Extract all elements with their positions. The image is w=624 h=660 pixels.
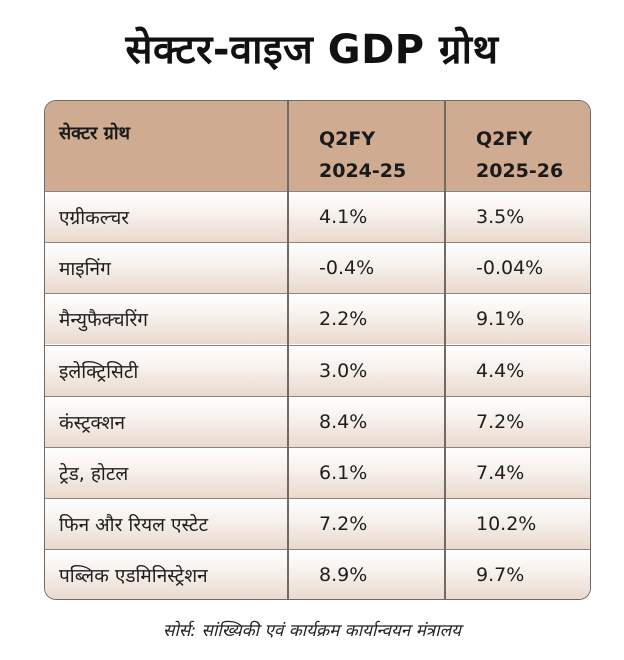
page-title: सेक्टर-वाइज GDP ग्रोथ xyxy=(125,27,499,73)
q2fy-2025-26-cell: 9.7% xyxy=(476,564,525,587)
sector-cell: कंस्ट्रक्शन xyxy=(59,411,126,434)
q2fy-2024-25-cell: 6.1% xyxy=(319,462,368,484)
q2fy-2024-25-cell: 4.1% xyxy=(319,206,368,228)
table-row: कंस्ट्रक्शन 8.4% 7.2% xyxy=(45,395,590,447)
sector-cell: पब्लिक एडमिनिस्ट्रेशन xyxy=(59,565,208,588)
table-row: माइनिंग -0.4% -0.04% xyxy=(45,242,590,294)
table-header-row: सेक्टर ग्रोथ Q2FY 2024-25 Q2FY 2025-26 xyxy=(45,101,590,191)
q2fy-2024-25-cell: 2.2% xyxy=(319,308,368,331)
q2fy-2024-25-cell: 8.9% xyxy=(319,564,368,587)
q2fy-2024-25-cell: 3.0% xyxy=(319,359,368,382)
q2fy-2025-26-cell: 3.5% xyxy=(476,206,525,228)
header-q2fy-2025-26: Q2FY 2025-26 xyxy=(444,101,590,191)
column-divider xyxy=(287,101,289,599)
header-q2fy-2024-25-line1: Q2FY xyxy=(319,128,376,150)
q2fy-2025-26-cell: -0.04% xyxy=(476,257,544,280)
q2fy-2025-26-cell: 7.2% xyxy=(476,410,525,433)
header-q2fy-2024-25: Q2FY 2024-25 xyxy=(287,101,444,191)
sector-cell: मैन्युफैक्चरिंग xyxy=(59,309,148,332)
q2fy-2025-26-cell: 4.4% xyxy=(476,359,525,382)
table-row: ट्रेड, होटल 6.1% 7.4% xyxy=(45,447,590,498)
header-sector: सेक्टर ग्रोथ xyxy=(59,123,130,144)
header-q2fy-2024-25-line2: 2024-25 xyxy=(319,160,407,182)
sector-cell: माइनिंग xyxy=(59,258,111,281)
sector-cell: फिन और रियल एस्टेट xyxy=(59,514,209,537)
column-divider xyxy=(444,101,446,599)
q2fy-2024-25-cell: -0.4% xyxy=(319,257,375,280)
table-row: इलेक्ट्रिसिटी 3.0% 4.4% xyxy=(45,344,590,396)
source-note: सोर्स: सांख्यिकी एवं कार्यक्रम कार्यान्व… xyxy=(163,621,461,641)
gdp-growth-table: सेक्टर ग्रोथ Q2FY 2024-25 Q2FY 2025-26 ए… xyxy=(44,100,591,600)
table-row: एग्रीकल्चर 4.1% 3.5% xyxy=(45,191,590,242)
sector-cell: एग्रीकल्चर xyxy=(59,207,130,229)
q2fy-2024-25-cell: 7.2% xyxy=(319,513,368,536)
q2fy-2025-26-cell: 10.2% xyxy=(476,513,537,536)
header-q2fy-2025-26-line2: 2025-26 xyxy=(476,160,564,182)
q2fy-2025-26-cell: 9.1% xyxy=(476,308,525,331)
header-q2fy-2025-26-line1: Q2FY xyxy=(476,128,533,150)
q2fy-2024-25-cell: 8.4% xyxy=(319,410,368,433)
table-row: फिन और रियल एस्टेट 7.2% 10.2% xyxy=(45,498,590,550)
q2fy-2025-26-cell: 7.4% xyxy=(476,462,525,484)
sector-cell: इलेक्ट्रिसिटी xyxy=(59,360,139,383)
sector-cell: ट्रेड, होटल xyxy=(59,463,129,485)
table-row: मैन्युफैक्चरिंग 2.2% 9.1% xyxy=(45,293,590,345)
table-row: पब्लिक एडमिनिस्ट्रेशन 8.9% 9.7% xyxy=(45,549,590,599)
